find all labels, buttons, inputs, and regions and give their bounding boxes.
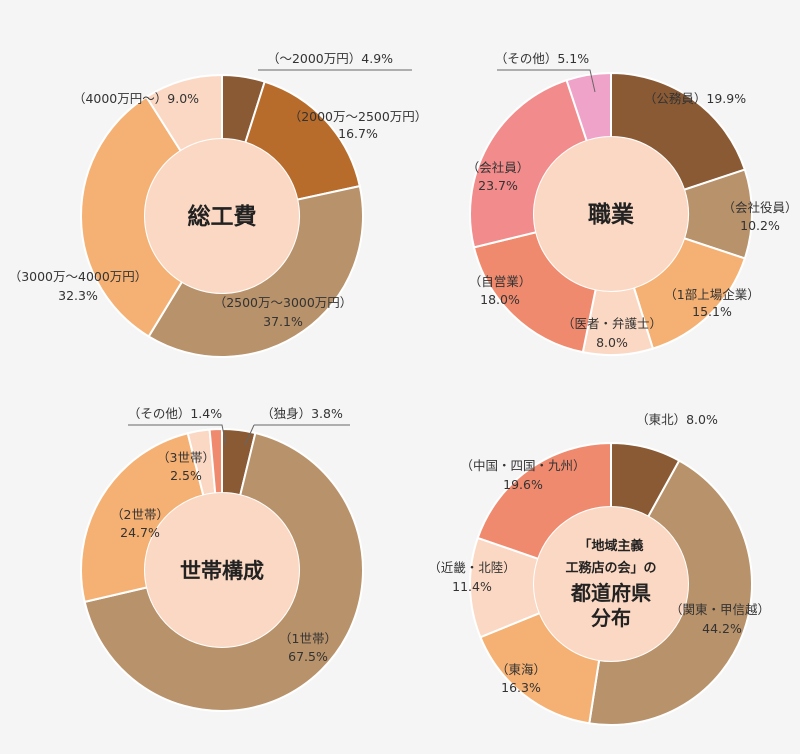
- center-disc: [145, 139, 299, 293]
- slice-label: （3世帯）: [157, 450, 215, 465]
- chart-title-line: 「地域主義: [578, 538, 643, 554]
- chart-title-line: 分布: [591, 606, 631, 630]
- center-disc: [534, 137, 688, 291]
- chart-title-line: 工務店の会」の: [565, 560, 656, 576]
- leader-line: [497, 69, 596, 93]
- slice-label: （公務員）19.9%: [644, 91, 746, 106]
- chart-title: 総工費: [188, 203, 257, 230]
- slice-value-label: 11.4%: [452, 579, 492, 594]
- slice-label: （その他）1.4%: [128, 406, 222, 421]
- donut-chart-2: 職業 （公務員）19.9% （会社役員） 10.2% （1部上場企業） 15.1% （医者・…: [467, 51, 798, 356]
- chart-title: 世帯構成: [180, 559, 264, 583]
- slice-value-label: 18.0%: [480, 292, 520, 307]
- slice-label: （2世帯）: [111, 507, 169, 522]
- slice-label: （2500万〜3000万円）: [214, 295, 353, 310]
- slice-value-label: 8.0%: [596, 335, 628, 350]
- donut-chart-1: 総工費 （〜2000万円）4.9% （2000万〜2500万円） 16.7% （2500…: [9, 51, 428, 358]
- slice-label: （2000万〜2500万円）: [289, 109, 428, 124]
- slice-label: （4000万円〜）9.0%: [73, 91, 199, 106]
- slice-value-label: 15.1%: [692, 304, 732, 319]
- slice-label: （東海）: [496, 662, 546, 677]
- slice-label: （中国・四国・九州）: [460, 458, 585, 473]
- slice-value-label: 23.7%: [478, 178, 518, 193]
- slice-label: （1部上場企業）: [664, 287, 759, 302]
- slice-label: （会社役員）: [722, 200, 797, 215]
- leader-line: [128, 424, 227, 446]
- slice-label: （1世帯）: [279, 631, 337, 646]
- center-disc: [534, 507, 688, 661]
- slice-label: （独身）3.8%: [261, 406, 343, 421]
- slice-value-label: 24.7%: [120, 525, 160, 540]
- chart-title: 職業: [588, 201, 635, 228]
- slice-label: （3000万〜4000万円）: [9, 269, 148, 284]
- slice-label: （〜2000万円）4.9%: [267, 51, 393, 66]
- slice-label: （自営業）: [469, 274, 532, 289]
- chart-title-line: 都道府県: [570, 581, 651, 605]
- slice-value-label: 16.7%: [338, 126, 378, 141]
- slice-value-label: 44.2%: [702, 621, 742, 636]
- slice-value-label: 37.1%: [263, 314, 303, 329]
- slice-label: （東北）8.0%: [636, 412, 718, 427]
- slice-value-label: 2.5%: [170, 468, 202, 483]
- slice-value-label: 16.3%: [501, 680, 541, 695]
- slice-label: （医者・弁護士）: [562, 316, 662, 331]
- slice-label: （その他）5.1%: [495, 51, 589, 66]
- slice-label: （会社員）: [467, 160, 530, 175]
- slice-value-label: 19.6%: [503, 477, 543, 492]
- leader-line: [244, 424, 255, 446]
- slice-label: （近畿・北陸）: [428, 560, 516, 575]
- slice-value-label: 32.3%: [58, 288, 98, 303]
- slice-value-label: 10.2%: [740, 218, 780, 233]
- slice-value-label: 67.5%: [288, 649, 328, 664]
- slice-label: （関東・甲信越）: [670, 602, 770, 617]
- center-disc: [145, 493, 299, 647]
- donut-chart-3: 世帯構成 （独身）3.8% （1世帯） 67.5% （2世帯） 24.7% （3世帯） 2.5…: [80, 406, 364, 712]
